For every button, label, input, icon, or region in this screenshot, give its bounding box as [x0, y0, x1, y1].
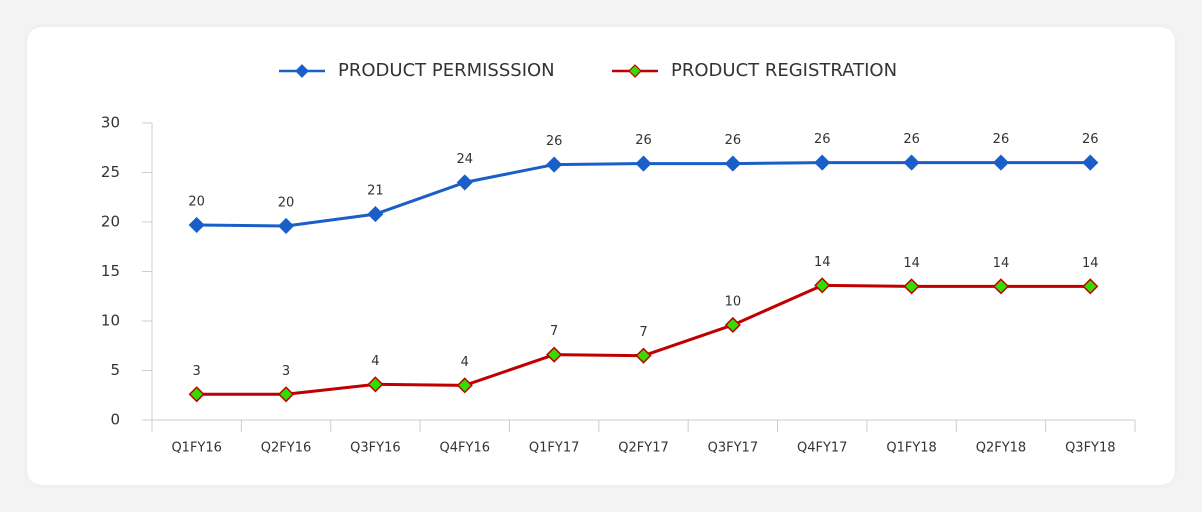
point-marker [903, 278, 920, 295]
point-marker [367, 206, 384, 223]
point-marker [456, 377, 473, 394]
data-label: 26 [903, 132, 920, 147]
y-tick-label: 20 [101, 213, 120, 231]
y-tick-label: 10 [101, 312, 120, 330]
data-label: 3 [282, 364, 290, 379]
data-label: 20 [188, 194, 205, 209]
data-label: 24 [456, 152, 473, 167]
data-label: 7 [639, 325, 647, 340]
y-tick-label: 30 [101, 114, 120, 132]
point-marker [992, 278, 1010, 295]
point-marker [814, 154, 831, 171]
point-marker [277, 386, 295, 403]
point-marker [992, 154, 1010, 171]
data-label: 26 [725, 133, 742, 148]
data-label: 4 [371, 354, 379, 369]
y-tick-label: 25 [101, 163, 120, 181]
point-marker [1082, 278, 1099, 295]
data-label: 14 [1082, 256, 1099, 271]
data-label: 14 [814, 255, 831, 270]
x-tick-label: Q3FY18 [1065, 441, 1115, 456]
x-tick-label: Q1FY18 [886, 441, 936, 456]
x-tick-label: Q4FY16 [440, 441, 490, 456]
data-label: 26 [814, 132, 831, 147]
x-tick-label: Q2FY16 [261, 441, 311, 456]
data-label: 3 [193, 364, 201, 379]
point-marker [456, 174, 473, 191]
point-marker [367, 376, 384, 393]
data-label: 26 [635, 133, 652, 148]
data-label: 20 [278, 195, 295, 210]
data-label: 14 [993, 256, 1010, 271]
point-marker [635, 347, 652, 364]
point-marker [277, 217, 295, 235]
legend-label: PRODUCT PERMISSSION [338, 60, 555, 81]
point-marker [188, 216, 205, 234]
data-label: 26 [546, 134, 563, 149]
point-marker [903, 154, 920, 171]
point-marker [724, 155, 741, 172]
point-marker [188, 386, 205, 403]
data-label: 26 [993, 132, 1010, 147]
data-label: 26 [1082, 132, 1099, 147]
chart-card [27, 27, 1175, 485]
point-marker [1082, 154, 1099, 171]
y-tick-label: 15 [101, 262, 120, 280]
x-tick-label: Q3FY17 [708, 441, 758, 456]
point-marker [546, 156, 563, 173]
legend-marker [628, 64, 642, 78]
data-label: 4 [461, 355, 469, 370]
x-tick-label: Q3FY16 [350, 441, 400, 456]
y-tick-label: 0 [110, 411, 120, 429]
point-marker [814, 277, 831, 294]
data-label: 21 [367, 184, 384, 199]
x-tick-label: Q1FY17 [529, 441, 579, 456]
data-label: 14 [903, 256, 920, 271]
x-tick-label: Q2FY18 [976, 441, 1026, 456]
x-tick-label: Q1FY16 [171, 441, 221, 456]
legend-marker [295, 64, 309, 78]
data-label: 10 [725, 294, 742, 309]
legend-label: PRODUCT REGISTRATION [671, 60, 897, 81]
x-tick-label: Q2FY17 [618, 441, 668, 456]
point-marker [546, 346, 563, 363]
y-tick-label: 5 [110, 361, 120, 379]
data-label: 7 [550, 324, 558, 339]
x-tick-label: Q4FY17 [797, 441, 847, 456]
point-marker [635, 155, 652, 172]
series-line [196, 161, 1091, 228]
point-marker [724, 316, 741, 334]
